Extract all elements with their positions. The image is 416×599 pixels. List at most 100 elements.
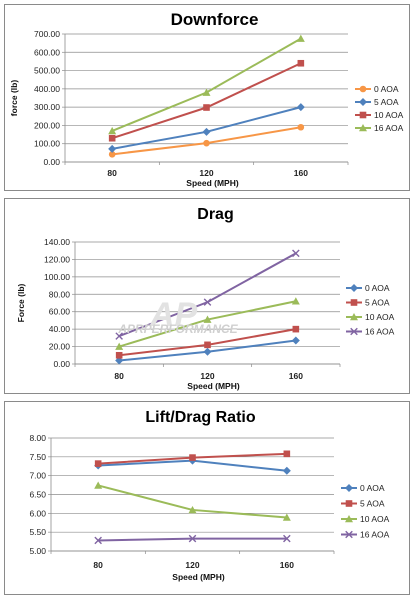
data-point [94, 536, 102, 545]
drag-chart-panel: Drag 0.00 20.00 40.00 60.00 80.00 100.00 120.00… [4, 198, 410, 394]
y-tick-label: 60.00 [49, 307, 71, 317]
legend-marker [350, 313, 358, 321]
legend-marker [359, 124, 367, 132]
data-point [291, 336, 300, 345]
y-tick-label: 8.00 [29, 433, 46, 443]
y-tick-label: 400.00 [34, 84, 60, 94]
x-tick-label: 160 [280, 560, 294, 570]
data-point [283, 450, 291, 458]
y-tick-label: 0.00 [43, 157, 60, 167]
legend-marker [359, 111, 367, 119]
data-point [297, 123, 305, 131]
x-tick-label: 160 [289, 371, 303, 381]
downforce-chart-svg: Downforce 0.00 100.00 200.00 300.00 400.00 500… [9, 10, 404, 188]
legend-label: 16 AOA [374, 123, 404, 133]
data-point [282, 513, 291, 521]
legend-marker [359, 85, 367, 93]
x-tick-label: 120 [185, 560, 199, 570]
y-tick-label: 700.00 [34, 29, 60, 39]
y-tick-label: 80.00 [49, 289, 71, 299]
legend-label: 0 AOA [374, 84, 399, 94]
series-5-aoa [94, 450, 291, 467]
legend-label: 5 AOA [360, 499, 385, 509]
x-axis-label: Speed (MPH) [187, 381, 240, 391]
legend-label: 10 AOA [374, 110, 404, 120]
data-point [94, 460, 102, 467]
legend-item: 5 AOA [346, 298, 390, 308]
legend-item: 10 AOA [346, 312, 395, 322]
series-10-aoa [108, 59, 305, 142]
data-point [203, 347, 212, 356]
y-tick-label: 6.00 [29, 508, 46, 518]
y-tick-label: 300.00 [34, 102, 60, 112]
y-tick-label: 140.00 [44, 237, 70, 247]
series-16-aoa [94, 534, 291, 545]
legend-label: 10 AOA [365, 312, 395, 322]
y-tick-label: 5.00 [29, 546, 46, 556]
legend-item: 5 AOA [341, 499, 385, 509]
series-16-aoa [108, 34, 305, 135]
data-point [283, 534, 291, 543]
y-tick-label: 600.00 [34, 47, 60, 57]
series-16-aoa [115, 249, 300, 340]
lift-drag-chart-svg: Lift/Drag Ratio 5.00 5.50 6.00 6.50 7.00 7.50 8… [29, 409, 390, 582]
downforce-chart-title: Downforce [171, 10, 259, 29]
y-tick-label: 120.00 [44, 254, 70, 264]
y-tick-label: 7.00 [29, 471, 46, 481]
data-point [108, 151, 116, 158]
legend-marker [350, 284, 358, 292]
x-tick-label: 120 [200, 371, 214, 381]
legend-label: 16 AOA [365, 327, 395, 337]
data-point [296, 34, 305, 42]
data-point [203, 104, 210, 111]
legend-marker [350, 299, 358, 306]
x-axis-label: Speed (MPH) [172, 572, 225, 582]
data-point [203, 315, 212, 323]
y-axis-label: Force (lb) [16, 283, 26, 322]
data-point [115, 332, 123, 340]
x-tick-label: 160 [294, 168, 308, 178]
legend-marker [345, 530, 353, 539]
series-5-aoa [115, 325, 300, 359]
data-point [297, 59, 305, 67]
data-point [296, 103, 305, 112]
series-0-aoa [108, 123, 305, 158]
y-tick-label: 200.00 [34, 120, 60, 130]
legend-item: 5 AOA [355, 97, 399, 107]
y-axis-label: force (lb) [9, 80, 19, 117]
data-point [292, 325, 300, 333]
data-point [115, 351, 123, 359]
y-tick-label: 7.50 [29, 452, 46, 462]
legend-marker [345, 515, 353, 523]
legend-marker [350, 327, 358, 336]
data-point [189, 454, 196, 461]
series-10-aoa [115, 297, 300, 350]
legend-label: 10 AOA [360, 514, 390, 524]
legend-marker [345, 484, 353, 492]
data-point [203, 139, 210, 147]
legend-item: 0 AOA [355, 84, 399, 94]
series-10-aoa [94, 481, 291, 521]
x-axis-label: Speed (MPH) [186, 178, 239, 188]
legend-marker [359, 98, 367, 106]
data-point [188, 534, 197, 543]
y-tick-label: 100.00 [44, 272, 70, 282]
legend-label: 0 AOA [360, 483, 385, 493]
legend-item: 10 AOA [355, 110, 404, 120]
legend-label: 5 AOA [365, 298, 390, 308]
data-point [282, 466, 291, 475]
y-tick-label: 500.00 [34, 66, 60, 76]
legend-item: 16 AOA [341, 530, 390, 540]
x-tick-label: 80 [114, 371, 124, 381]
series-line [118, 300, 297, 348]
legend-label: 16 AOA [360, 530, 390, 540]
legend-marker [345, 500, 353, 507]
lift-drag-chart-title: Lift/Drag Ratio [145, 409, 255, 426]
legend-item: 0 AOA [346, 283, 390, 293]
data-point [108, 126, 117, 135]
x-tick-label: 80 [93, 560, 103, 570]
data-point [115, 342, 124, 350]
series-0-aoa [115, 336, 300, 365]
series-line [118, 252, 297, 338]
data-point [202, 127, 211, 136]
